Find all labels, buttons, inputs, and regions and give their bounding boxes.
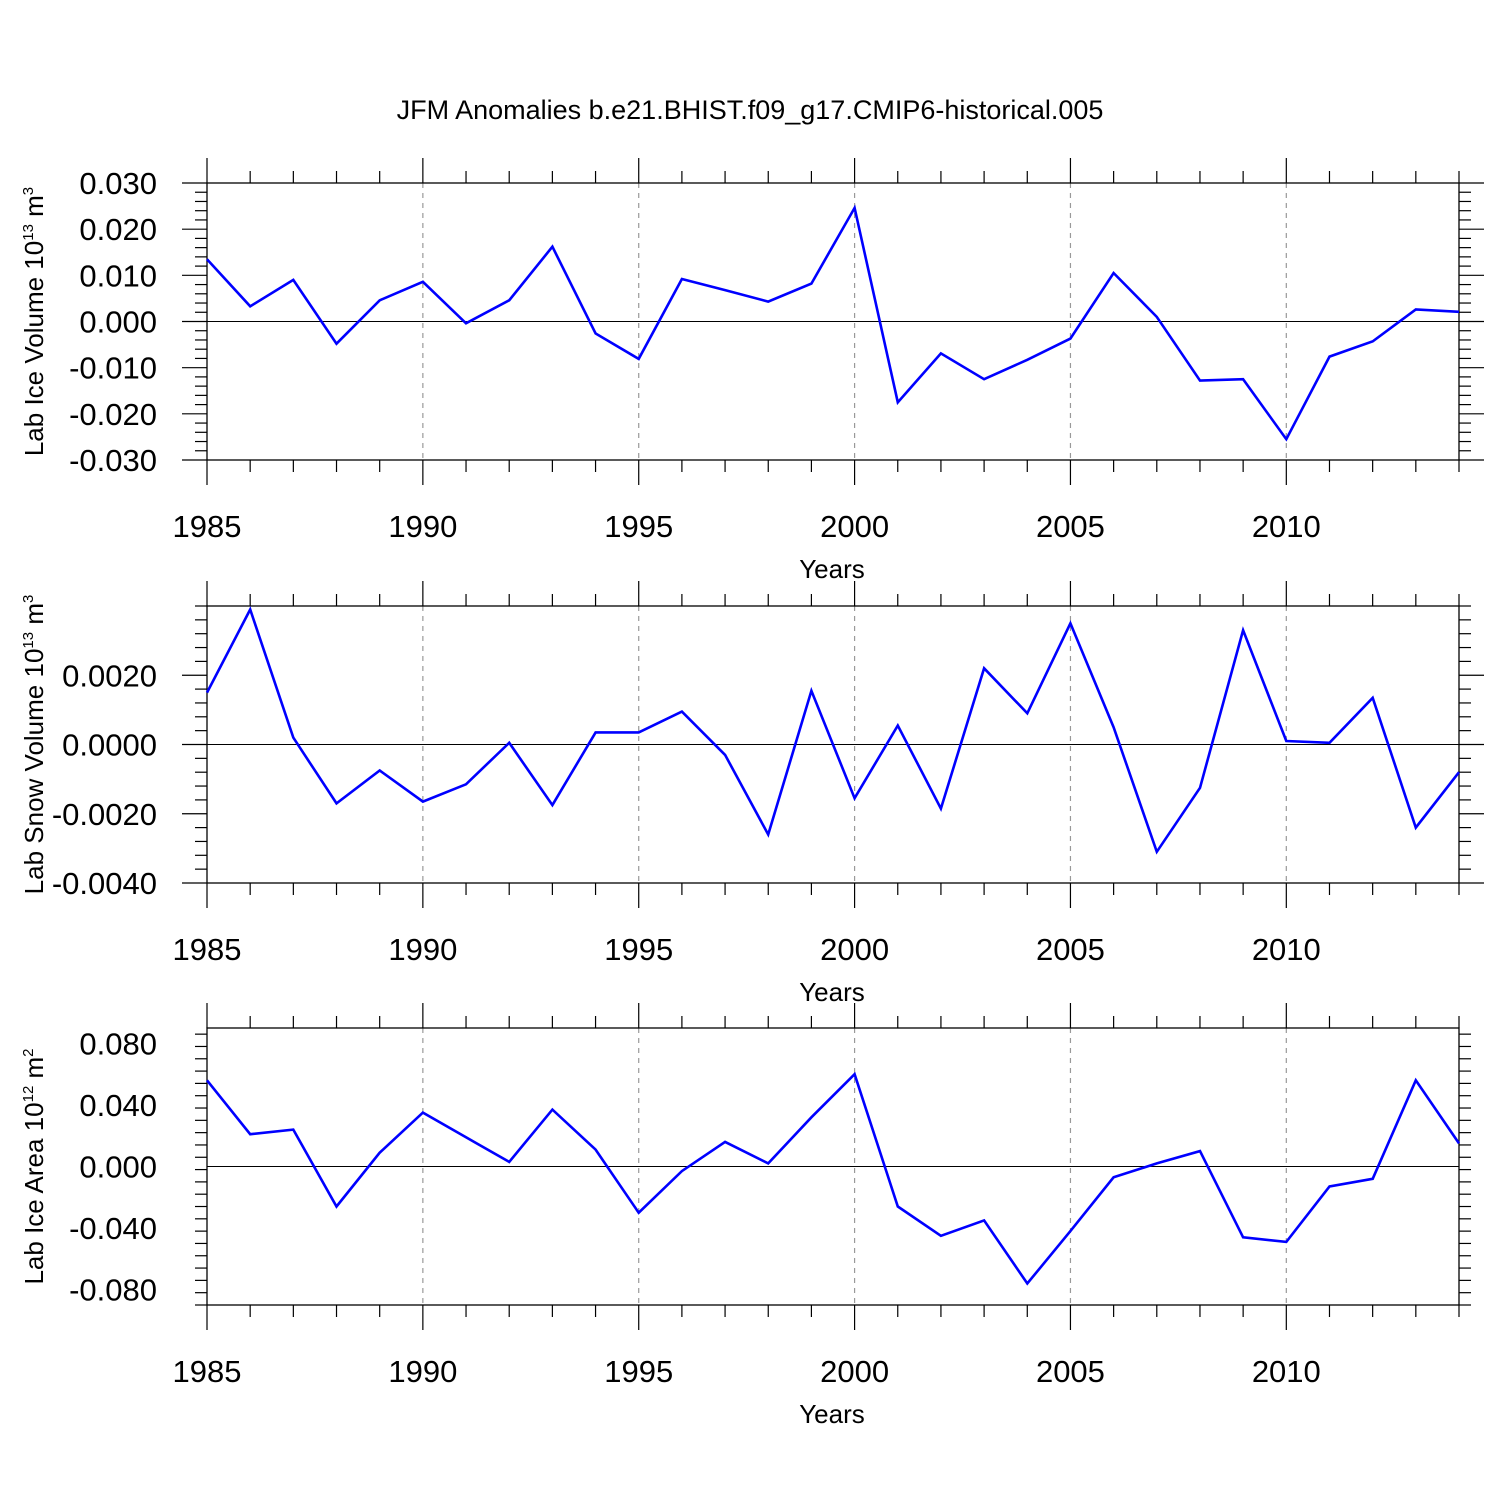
y-axis-title: Lab Ice Area 1012 m2 xyxy=(19,1048,49,1284)
y-tick-label: 0.010 xyxy=(79,258,157,293)
panels: 1985 1990 1995 2000 2005 2010 0.030 0.020 0.010 0… xyxy=(19,158,1484,1429)
y-tick-label: -0.040 xyxy=(69,1211,157,1246)
x-tick-label: 2005 xyxy=(1036,932,1105,967)
y-tick-label: 0.000 xyxy=(79,1150,157,1185)
y-axis-title-exponent: 12 xyxy=(20,1086,37,1103)
y-tick-label: -0.020 xyxy=(69,397,157,432)
y-tick-label: 0.030 xyxy=(79,166,157,201)
x-axis-title: Years xyxy=(799,977,865,1007)
x-tick-label: 1985 xyxy=(173,1354,242,1389)
panel-ice-area: 1985 1990 1995 2000 2005 2010 0.080 0.040 0.000 -… xyxy=(19,1003,1471,1429)
y-tick-label: 0.020 xyxy=(79,212,157,247)
chart-title: JFM Anomalies b.e21.BHIST.f09_g17.CMIP6-… xyxy=(397,95,1104,125)
x-tick-label: 1985 xyxy=(173,509,242,544)
x-tick-label: 1995 xyxy=(604,1354,673,1389)
y-axis-title-unit-exponent: 3 xyxy=(20,187,37,195)
y-axis-title-unit-exponent: 3 xyxy=(20,595,37,603)
y-tick-label: 0.000 xyxy=(79,305,157,340)
y-axis-title-unit: m xyxy=(19,195,49,224)
y-axis-title: Lab Snow Volume 1013 m3 xyxy=(19,595,49,895)
y-axis-title: Lab Ice Volume 1013 m3 xyxy=(19,187,49,456)
y-axis-title-unit-exponent: 2 xyxy=(20,1048,37,1056)
x-tick-label: 1990 xyxy=(388,509,457,544)
x-tick-label: 1990 xyxy=(388,1354,457,1389)
x-tick-label: 1990 xyxy=(388,932,457,967)
series-line xyxy=(205,606,1461,855)
y-axis-title-unit: m xyxy=(19,1057,49,1086)
y-tick-label: 0.080 xyxy=(79,1026,157,1061)
x-tick-label: 2000 xyxy=(820,932,889,967)
x-tick-label: 2000 xyxy=(820,1354,889,1389)
y-tick-label: 0.0000 xyxy=(62,728,157,763)
y-tick-label: -0.0040 xyxy=(52,866,157,901)
panel-snow-volume: 1985 1990 1995 2000 2005 2010 0.0020 0.0000 -0.0… xyxy=(19,581,1484,1007)
x-tick-label: 1995 xyxy=(604,509,673,544)
y-tick-label: 0.040 xyxy=(79,1088,157,1123)
series-line xyxy=(206,204,1460,442)
panel-ice-volume: 1985 1990 1995 2000 2005 2010 0.030 0.020 0.010 0… xyxy=(19,158,1484,584)
x-tick-label: 2010 xyxy=(1252,932,1321,967)
y-axis-title-exponent: 13 xyxy=(20,224,37,241)
y-tick-label: 0.0020 xyxy=(62,658,157,693)
y-axis-title-exponent: 13 xyxy=(20,632,37,649)
y-tick-label: -0.010 xyxy=(69,351,157,386)
series-line xyxy=(205,1071,1461,1286)
y-tick-label: -0.080 xyxy=(69,1273,157,1308)
x-axis-title: Years xyxy=(799,554,865,584)
x-tick-label: 2005 xyxy=(1036,509,1105,544)
y-axis-title-text: Lab Ice Volume 10 xyxy=(19,241,49,456)
x-tick-label: 2000 xyxy=(820,509,889,544)
plot-frame xyxy=(206,1027,1460,1306)
x-tick-label: 1995 xyxy=(604,932,673,967)
x-tick-label: 2005 xyxy=(1036,1354,1105,1389)
y-tick-label: -0.0020 xyxy=(52,797,157,832)
x-tick-label: 2010 xyxy=(1252,509,1321,544)
y-tick-label: -0.030 xyxy=(69,443,157,478)
x-axis-title: Years xyxy=(799,1399,865,1429)
y-axis-title-text: Lab Ice Area 10 xyxy=(19,1102,49,1284)
x-tick-label: 2010 xyxy=(1252,1354,1321,1389)
y-axis-title-text: Lab Snow Volume 10 xyxy=(19,649,49,895)
x-tick-label: 1985 xyxy=(173,932,242,967)
y-axis-title-unit: m xyxy=(19,603,49,632)
